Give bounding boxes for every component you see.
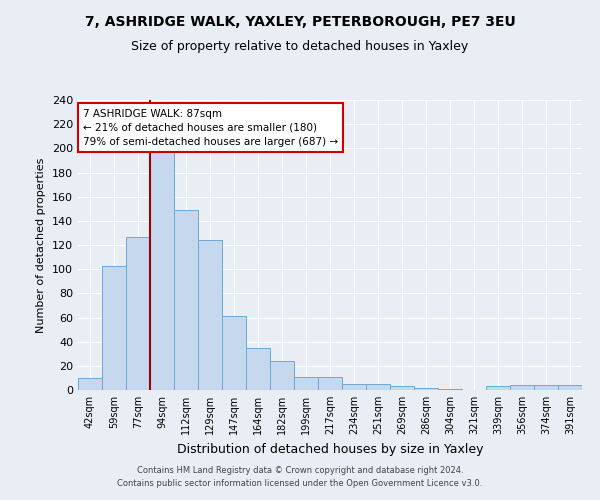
Bar xyxy=(486,386,510,390)
Bar xyxy=(174,210,198,390)
Bar xyxy=(390,386,414,390)
Bar xyxy=(342,384,366,390)
Text: Contains HM Land Registry data © Crown copyright and database right 2024.
Contai: Contains HM Land Registry data © Crown c… xyxy=(118,466,482,487)
Bar xyxy=(198,240,222,390)
Bar xyxy=(558,385,582,390)
Bar xyxy=(294,376,318,390)
Bar xyxy=(222,316,246,390)
Bar xyxy=(78,378,102,390)
Bar xyxy=(534,385,558,390)
Bar xyxy=(438,389,462,390)
Text: 7 ASHRIDGE WALK: 87sqm
← 21% of detached houses are smaller (180)
79% of semi-de: 7 ASHRIDGE WALK: 87sqm ← 21% of detached… xyxy=(83,108,338,146)
Y-axis label: Number of detached properties: Number of detached properties xyxy=(37,158,46,332)
Bar xyxy=(366,384,390,390)
Text: 7, ASHRIDGE WALK, YAXLEY, PETERBOROUGH, PE7 3EU: 7, ASHRIDGE WALK, YAXLEY, PETERBOROUGH, … xyxy=(85,15,515,29)
Bar xyxy=(270,361,294,390)
Bar xyxy=(126,236,150,390)
Text: Size of property relative to detached houses in Yaxley: Size of property relative to detached ho… xyxy=(131,40,469,53)
Bar xyxy=(510,385,534,390)
Bar xyxy=(246,348,270,390)
Bar xyxy=(414,388,438,390)
Bar xyxy=(318,376,342,390)
Bar xyxy=(150,151,174,390)
Bar xyxy=(102,266,126,390)
X-axis label: Distribution of detached houses by size in Yaxley: Distribution of detached houses by size … xyxy=(177,442,483,456)
